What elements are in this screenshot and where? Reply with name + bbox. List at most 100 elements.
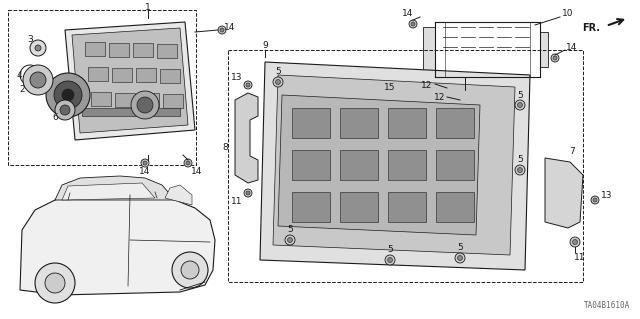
Text: 14: 14: [224, 23, 236, 32]
Circle shape: [143, 161, 147, 165]
Polygon shape: [278, 95, 480, 235]
Text: 12: 12: [435, 93, 445, 102]
Bar: [292, 150, 330, 180]
Circle shape: [181, 261, 199, 279]
Bar: [88, 67, 108, 81]
Polygon shape: [545, 158, 583, 228]
Circle shape: [30, 72, 46, 88]
Circle shape: [573, 240, 577, 244]
Circle shape: [186, 161, 190, 165]
Circle shape: [460, 98, 464, 102]
Circle shape: [46, 73, 90, 117]
Bar: [91, 92, 111, 106]
Circle shape: [244, 189, 252, 197]
Text: 5: 5: [517, 91, 523, 100]
Text: TA04B1610A: TA04B1610A: [584, 301, 630, 310]
Circle shape: [35, 263, 75, 303]
Circle shape: [220, 28, 224, 32]
Circle shape: [60, 105, 70, 115]
Bar: [160, 69, 180, 83]
Bar: [436, 150, 474, 180]
Bar: [292, 192, 330, 222]
Circle shape: [35, 45, 41, 51]
Text: 7: 7: [569, 147, 575, 157]
Bar: [228, 50, 583, 282]
Polygon shape: [165, 185, 192, 205]
Polygon shape: [72, 28, 188, 133]
Bar: [292, 108, 330, 138]
Bar: [436, 192, 474, 222]
Text: 5: 5: [275, 68, 281, 77]
Bar: [157, 43, 177, 57]
Circle shape: [275, 79, 280, 85]
Circle shape: [385, 255, 395, 265]
Bar: [388, 192, 426, 222]
Bar: [340, 150, 378, 180]
Bar: [109, 42, 129, 56]
Text: 6: 6: [52, 114, 58, 122]
Circle shape: [131, 91, 159, 119]
Circle shape: [137, 97, 153, 113]
Polygon shape: [62, 183, 155, 200]
Circle shape: [184, 159, 192, 167]
Text: FR.: FR.: [582, 23, 600, 33]
Circle shape: [570, 237, 580, 247]
Bar: [136, 68, 156, 82]
Circle shape: [55, 100, 75, 120]
Text: 11: 11: [574, 254, 586, 263]
Circle shape: [45, 273, 65, 293]
Circle shape: [218, 26, 226, 34]
Circle shape: [387, 257, 392, 263]
Text: 4: 4: [16, 70, 22, 79]
Text: 14: 14: [403, 10, 413, 19]
Circle shape: [172, 252, 208, 288]
Text: 14: 14: [191, 167, 203, 176]
Circle shape: [515, 100, 525, 110]
Bar: [388, 150, 426, 180]
Circle shape: [446, 84, 454, 92]
Circle shape: [458, 96, 466, 104]
Circle shape: [273, 77, 283, 87]
Circle shape: [285, 235, 295, 245]
Text: 10: 10: [563, 10, 573, 19]
Text: 5: 5: [287, 226, 293, 234]
Text: 15: 15: [384, 84, 396, 93]
Bar: [540, 32, 548, 67]
Text: 13: 13: [601, 191, 612, 201]
Bar: [340, 108, 378, 138]
Polygon shape: [273, 75, 515, 255]
Text: 5: 5: [387, 246, 393, 255]
Polygon shape: [65, 22, 195, 140]
Text: 3: 3: [27, 35, 33, 44]
Text: 5: 5: [457, 243, 463, 253]
Bar: [82, 108, 180, 116]
Circle shape: [591, 196, 599, 204]
Circle shape: [518, 102, 522, 108]
Bar: [85, 42, 105, 56]
Bar: [133, 43, 153, 57]
Text: 14: 14: [140, 167, 150, 176]
Polygon shape: [260, 62, 530, 270]
Circle shape: [553, 56, 557, 60]
Circle shape: [246, 83, 250, 87]
Text: 1: 1: [145, 3, 151, 11]
Circle shape: [23, 65, 53, 95]
Circle shape: [30, 40, 46, 56]
Polygon shape: [235, 93, 258, 183]
Text: 11: 11: [231, 197, 243, 206]
Circle shape: [593, 198, 597, 202]
Circle shape: [518, 167, 522, 173]
Circle shape: [448, 86, 452, 90]
Bar: [388, 108, 426, 138]
Circle shape: [411, 22, 415, 26]
Text: 2: 2: [19, 85, 25, 94]
Bar: [8, 10, 196, 165]
Circle shape: [54, 81, 82, 109]
Circle shape: [409, 20, 417, 28]
Bar: [163, 93, 183, 108]
Circle shape: [515, 165, 525, 175]
Circle shape: [287, 238, 292, 242]
Text: 12: 12: [421, 81, 433, 91]
Circle shape: [458, 256, 463, 261]
Bar: [340, 192, 378, 222]
